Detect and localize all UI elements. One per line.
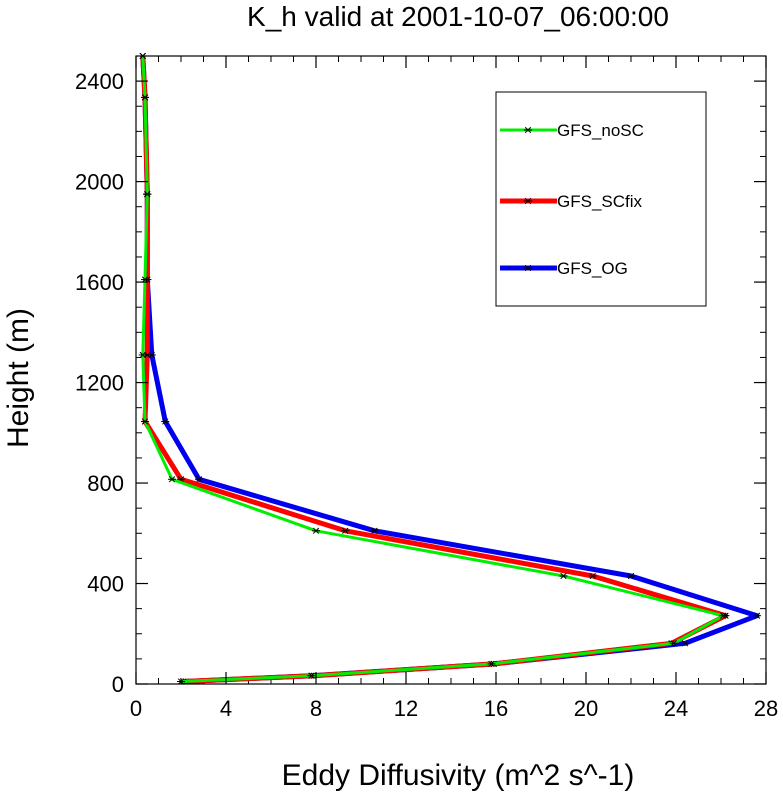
data-point-gfs-nosc <box>141 418 149 425</box>
legend-marker-gfs-nosc <box>524 126 532 134</box>
data-point-gfs-nosc <box>559 572 568 580</box>
x-tick-label: 16 <box>484 696 508 721</box>
x-tick-label: 20 <box>574 696 598 721</box>
data-point-gfs-nosc <box>141 94 149 101</box>
y-tick-label: 1600 <box>75 270 124 295</box>
series-line-gfs-nosc <box>141 55 725 683</box>
x-tick-label: 24 <box>664 696 688 721</box>
data-point-gfs-nosc <box>143 191 152 198</box>
y-tick-label: 2400 <box>75 69 124 94</box>
data-point-gfs-nosc <box>312 527 320 534</box>
x-axis-title: Eddy Diffusivity (m^2 s^-1) <box>282 759 635 792</box>
y-tick-label: 0 <box>112 672 124 697</box>
x-tick-label: 4 <box>220 696 232 721</box>
legend-marker-gfs-scfix <box>524 197 532 205</box>
plot-frame <box>135 55 767 685</box>
y-axis: 0 400 800 1200 1600 2000 2400 <box>75 69 766 697</box>
data-point-gfs-og <box>161 418 170 425</box>
data-point-gfs-nosc <box>138 351 147 359</box>
data-point-gfs-nosc <box>168 476 176 483</box>
y-tick-label: 800 <box>87 471 124 496</box>
data-point-gfs-og <box>370 527 379 534</box>
data-point-gfs-og <box>681 640 689 647</box>
minor-ticks <box>136 55 766 684</box>
data-point-gfs-nosc <box>719 612 728 619</box>
chart-title: K_h valid at 2001-10-07_06:00:00 <box>247 1 669 32</box>
data-point-gfs-nosc <box>487 660 496 668</box>
data-point-gfs-og <box>753 612 761 619</box>
x-tick-label: 28 <box>754 696 778 721</box>
data-point-gfs-og <box>195 476 203 483</box>
y-axis-title: Height (m) <box>2 308 35 448</box>
legend-label-gfs-nosc: GFS_noSC <box>557 121 644 140</box>
x-tick-label: 12 <box>394 696 418 721</box>
legend-label-gfs-og: GFS_OG <box>557 259 628 278</box>
x-tick-label: 0 <box>130 696 142 721</box>
x-tick-label: 8 <box>310 696 322 721</box>
data-point-gfs-nosc <box>669 640 678 647</box>
legend-marker-gfs-og <box>524 264 532 272</box>
x-axis: 0 4 8 12 16 20 24 28 <box>130 56 778 721</box>
data-point-gfs-nosc <box>177 678 185 685</box>
data-point-gfs-nosc <box>307 672 316 679</box>
series-layer <box>138 52 761 685</box>
legend-label-gfs-scfix: GFS_SCfix <box>557 192 643 211</box>
y-tick-label: 400 <box>87 572 124 597</box>
data-point-gfs-og <box>627 572 635 580</box>
y-tick-label: 2000 <box>75 170 124 195</box>
data-point-gfs-scfix <box>588 572 597 580</box>
y-tick-label: 1200 <box>75 371 124 396</box>
data-point-gfs-scfix <box>341 527 350 534</box>
legend: GFS_noSC GFS_SCfix GFS_OG <box>495 91 707 307</box>
data-point-gfs-nosc <box>141 276 149 283</box>
